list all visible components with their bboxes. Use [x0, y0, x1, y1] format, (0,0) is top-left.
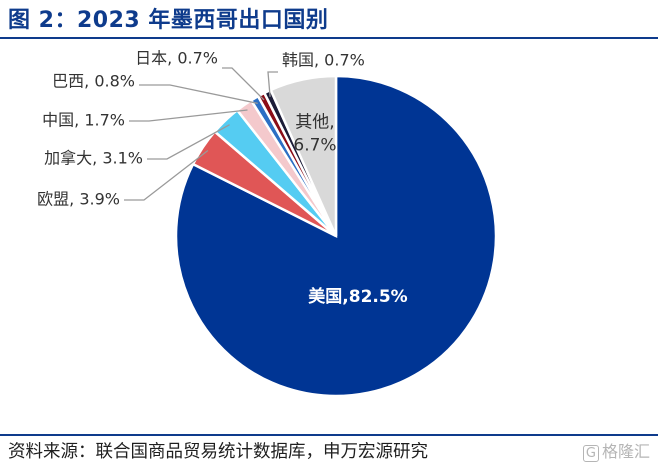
slice-label-其他: 其他, 6.7%: [293, 112, 336, 155]
pie-slices: [174, 74, 498, 398]
leader-line-巴西: [139, 84, 258, 105]
title-divider: [0, 37, 658, 39]
title-bar: 图 2：2023 年墨西哥出口国别: [0, 0, 658, 40]
pie-chart: 美国,82.5% 欧盟, 3.9% 加拿大, 3.1% 中国, 1.7% 巴西, 0.8…: [37, 49, 498, 398]
footer-divider: [0, 434, 658, 436]
slice-labels: 美国,82.5% 欧盟, 3.9% 加拿大, 3.1% 中国, 1.7% 巴西, 0.8…: [37, 49, 408, 308]
chart-title: 图 2：2023 年墨西哥出口国别: [8, 8, 329, 33]
leader-line-加拿大: [147, 124, 230, 160]
leader-lines: [124, 67, 278, 201]
watermark-text: 格隆汇: [601, 442, 650, 461]
watermark-logo: G 格隆汇: [582, 438, 650, 462]
leader-line-韩国: [267, 71, 278, 97]
slice-label-日本: 日本, 0.7%: [135, 49, 218, 68]
leader-line-日本: [222, 67, 265, 101]
slice-label-巴西: 巴西, 0.8%: [52, 72, 135, 91]
leader-line-欧盟: [124, 149, 209, 201]
slice-label-美国: 美国,82.5%: [308, 286, 407, 307]
slice-label-韩国: 韩国, 0.7%: [282, 51, 365, 70]
leader-line-中国: [129, 109, 248, 122]
slice-label-中国: 中国, 1.7%: [42, 111, 125, 130]
pie-slice-其他: [269, 74, 338, 237]
watermark-icon: G: [582, 445, 599, 462]
source-note: 资料来源：联合国商品贸易统计数据库，申万宏源研究: [8, 442, 428, 462]
slice-label-欧盟: 欧盟, 3.9%: [37, 190, 120, 209]
slice-label-加拿大: 加拿大, 3.1%: [44, 149, 143, 168]
